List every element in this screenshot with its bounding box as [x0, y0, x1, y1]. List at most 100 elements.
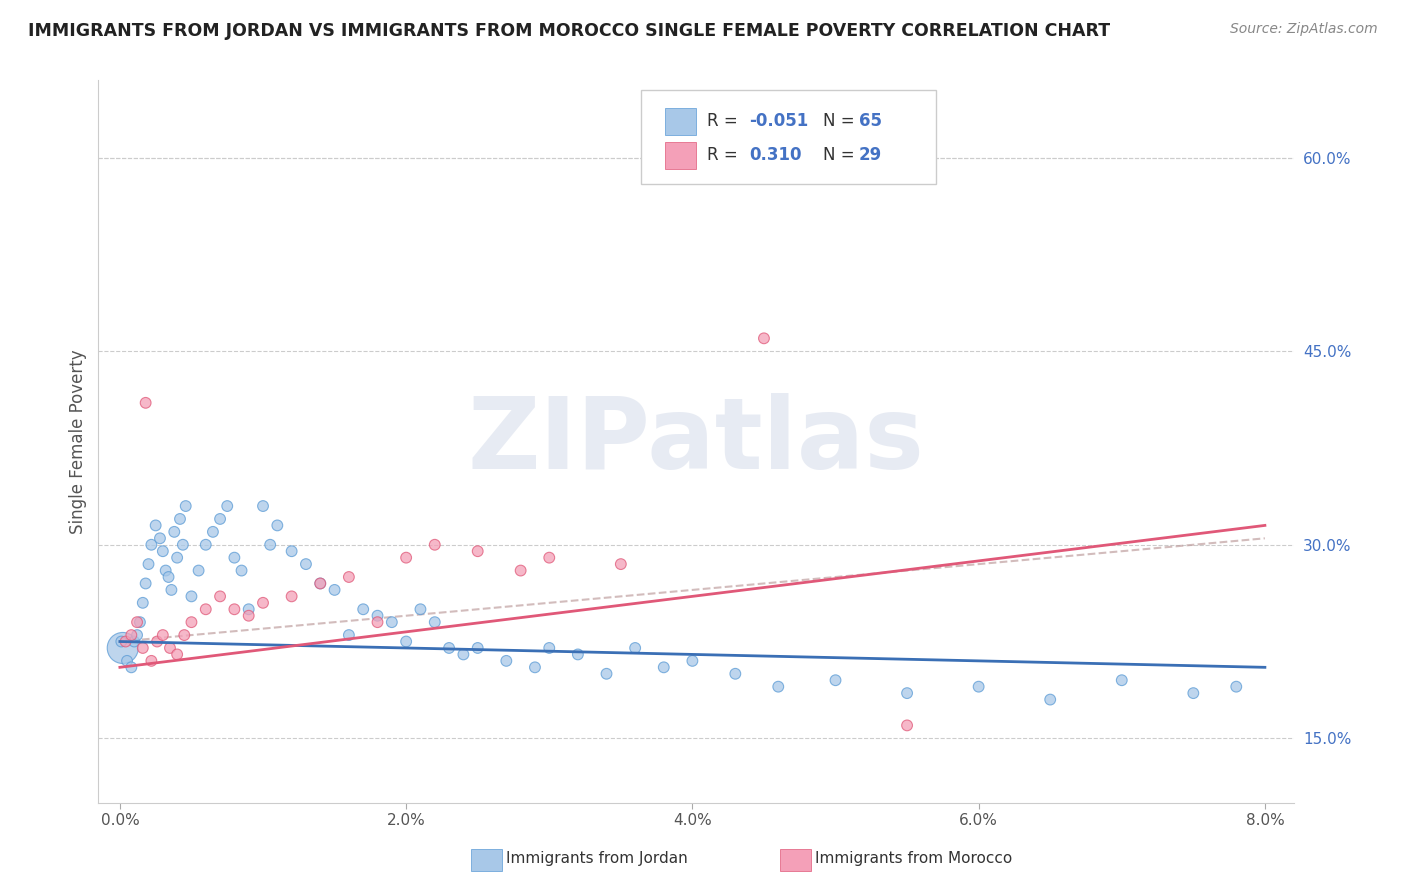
Point	[595, 666, 617, 681]
Point	[567, 648, 589, 662]
Text: ZIPatlas: ZIPatlas	[468, 393, 924, 490]
Point	[252, 596, 274, 610]
Point	[217, 499, 239, 513]
Point	[111, 640, 134, 655]
Point	[173, 628, 195, 642]
Text: 29: 29	[859, 146, 883, 164]
Point	[166, 648, 188, 662]
Point	[152, 544, 174, 558]
Text: Immigrants from Jordan: Immigrants from Jordan	[506, 851, 688, 865]
Text: N =: N =	[823, 112, 859, 130]
Point	[135, 576, 157, 591]
Text: Immigrants from Morocco: Immigrants from Morocco	[815, 851, 1012, 865]
Point	[201, 524, 224, 539]
Point	[209, 512, 232, 526]
Text: -0.051: -0.051	[749, 112, 808, 130]
Point	[174, 499, 197, 513]
Point	[352, 602, 374, 616]
Point	[180, 615, 202, 630]
Point	[120, 628, 142, 642]
Point	[367, 608, 389, 623]
Point	[381, 615, 404, 630]
Point	[238, 608, 260, 623]
Point	[1111, 673, 1133, 688]
Point	[187, 564, 209, 578]
Point	[309, 576, 332, 591]
Point	[295, 557, 318, 571]
Text: IMMIGRANTS FROM JORDAN VS IMMIGRANTS FROM MOROCCO SINGLE FEMALE POVERTY CORRELAT: IMMIGRANTS FROM JORDAN VS IMMIGRANTS FRO…	[28, 22, 1111, 40]
Text: 0.310: 0.310	[749, 146, 801, 164]
Point	[141, 654, 163, 668]
Point	[266, 518, 288, 533]
Point	[323, 582, 346, 597]
Point	[169, 512, 191, 526]
Point	[538, 640, 561, 655]
Point	[395, 550, 418, 565]
Point	[194, 602, 217, 616]
Point	[155, 564, 177, 578]
Point	[681, 654, 703, 668]
Point	[423, 615, 446, 630]
Point	[145, 518, 167, 533]
Point	[149, 531, 172, 545]
Point	[309, 576, 332, 591]
Text: N =: N =	[823, 146, 859, 164]
Point	[238, 602, 260, 616]
Point	[224, 550, 246, 565]
Point	[409, 602, 432, 616]
Point	[495, 654, 517, 668]
Y-axis label: Single Female Poverty: Single Female Poverty	[69, 350, 87, 533]
Text: R =: R =	[707, 146, 744, 164]
Point	[1039, 692, 1062, 706]
Point	[166, 550, 188, 565]
Point	[132, 596, 155, 610]
Point	[1225, 680, 1247, 694]
Point	[824, 673, 846, 688]
Point	[252, 499, 274, 513]
Point	[896, 718, 918, 732]
Point	[160, 582, 183, 597]
Point	[224, 602, 246, 616]
Point	[896, 686, 918, 700]
Point	[125, 628, 148, 642]
Point	[110, 634, 132, 648]
Point	[337, 570, 360, 584]
Point	[152, 628, 174, 642]
Point	[125, 615, 148, 630]
Point	[129, 615, 152, 630]
Point	[724, 666, 747, 681]
Point	[259, 538, 281, 552]
Point	[159, 640, 181, 655]
Text: Source: ZipAtlas.com: Source: ZipAtlas.com	[1230, 22, 1378, 37]
Point	[209, 590, 232, 604]
Point	[538, 550, 561, 565]
Point	[115, 654, 138, 668]
Point	[194, 538, 217, 552]
Point	[122, 634, 145, 648]
Point	[180, 590, 202, 604]
Point	[752, 331, 775, 345]
Point	[231, 564, 253, 578]
Point	[120, 660, 142, 674]
Point	[437, 640, 460, 655]
Point	[624, 640, 647, 655]
Point	[523, 660, 546, 674]
Point	[163, 524, 186, 539]
Point	[172, 538, 194, 552]
Point	[652, 660, 675, 674]
Text: R =: R =	[707, 112, 744, 130]
Point	[423, 538, 446, 552]
Point	[395, 634, 418, 648]
Point	[509, 564, 531, 578]
Point	[132, 640, 155, 655]
Point	[280, 590, 302, 604]
Point	[967, 680, 990, 694]
Point	[135, 396, 157, 410]
Point	[157, 570, 180, 584]
Point	[367, 615, 389, 630]
Point	[337, 628, 360, 642]
Point	[467, 544, 489, 558]
Point	[610, 557, 633, 571]
Point	[141, 538, 163, 552]
Point	[146, 634, 169, 648]
